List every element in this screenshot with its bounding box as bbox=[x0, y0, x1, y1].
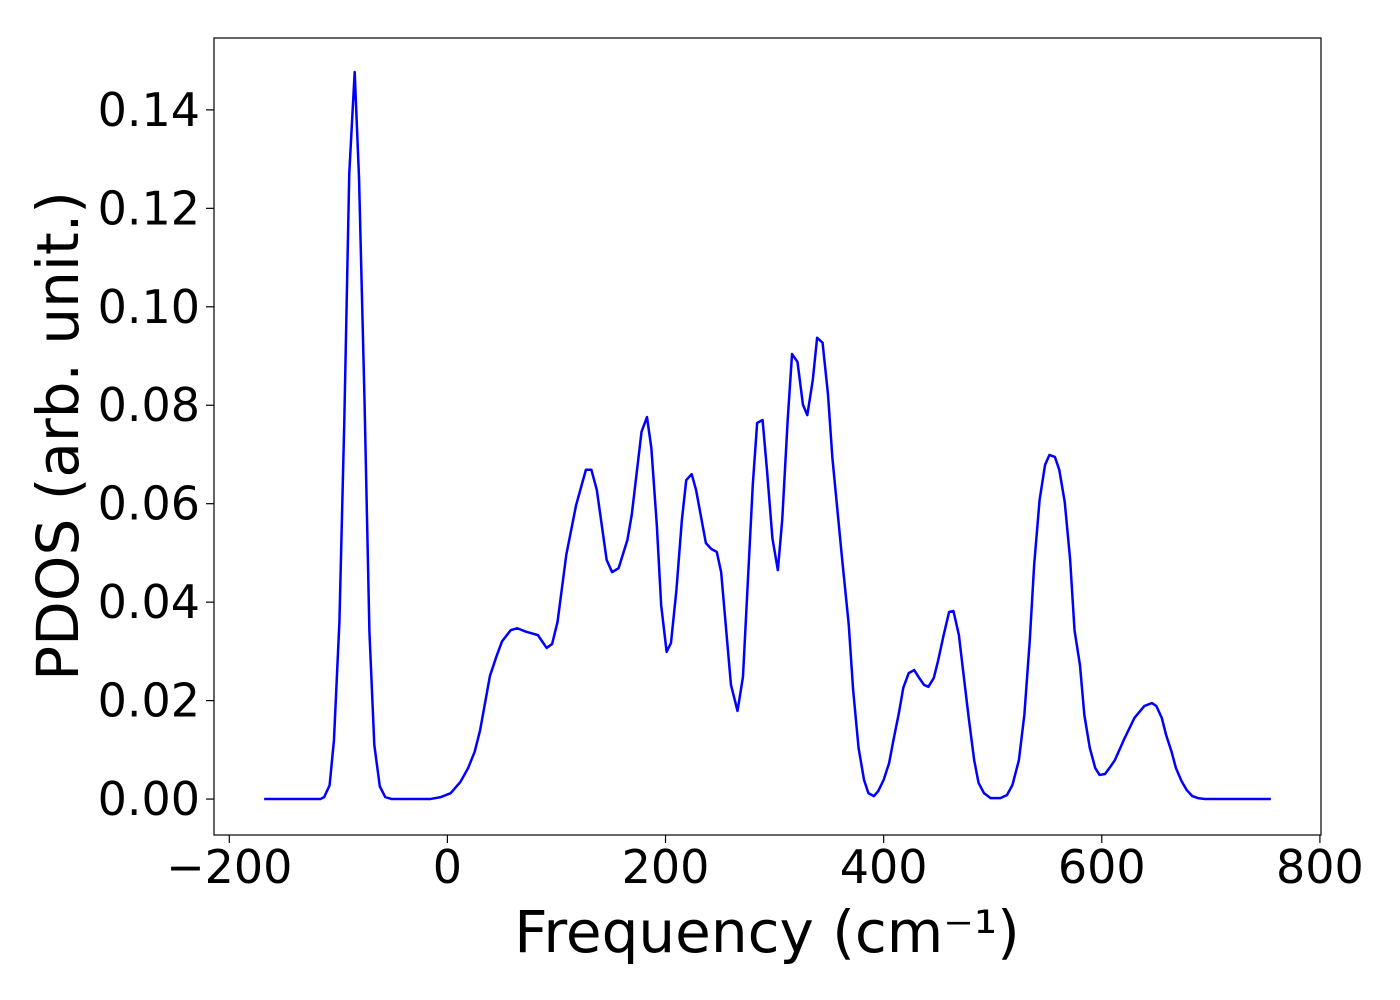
x-axis-label: Frequency (cm⁻¹) bbox=[514, 898, 1020, 966]
x-tick-label: −200 bbox=[166, 840, 292, 894]
x-tick-label: 400 bbox=[840, 840, 928, 894]
pdos-line bbox=[264, 70, 1271, 801]
y-tick-label: 0.10 bbox=[98, 280, 200, 334]
x-tick-label: 200 bbox=[622, 840, 710, 894]
x-tick-label: 800 bbox=[1276, 840, 1364, 894]
x-tick-label: 600 bbox=[1058, 840, 1146, 894]
y-tick-label: 0.04 bbox=[98, 575, 200, 629]
y-tick-label: 0.14 bbox=[98, 83, 200, 137]
y-tick-label: 0.02 bbox=[98, 674, 200, 728]
y-tick-label: 0.06 bbox=[98, 477, 200, 531]
y-tick-label: 0.08 bbox=[98, 378, 200, 432]
y-tick-label: 0.00 bbox=[98, 772, 200, 826]
y-axis-label: PDOS (arb. unit.) bbox=[24, 191, 92, 681]
y-tick-label: 0.12 bbox=[98, 181, 200, 235]
plot-frame bbox=[213, 37, 1322, 836]
x-tick-label: 0 bbox=[433, 840, 462, 894]
